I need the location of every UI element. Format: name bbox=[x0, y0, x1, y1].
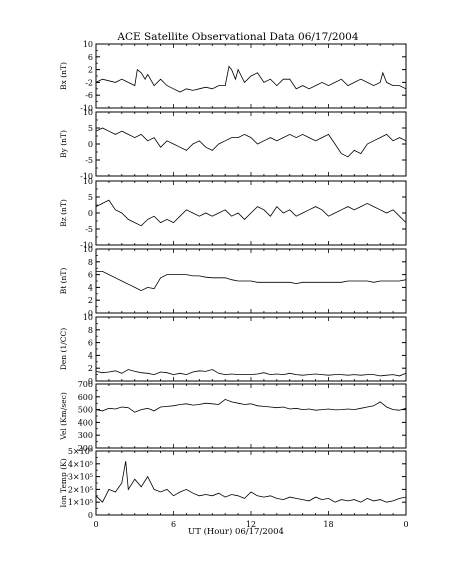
x-tick-label: 18 bbox=[323, 520, 333, 529]
den-frame bbox=[95, 316, 407, 382]
by-frame bbox=[95, 111, 407, 177]
vel-ytick-label: 500 bbox=[78, 406, 93, 415]
vel-ytick-label: 700 bbox=[78, 380, 93, 389]
bz-ytick-label: 0 bbox=[88, 209, 93, 218]
bx-series-line bbox=[95, 65, 407, 93]
bt-ytick-label: 10 bbox=[83, 245, 93, 254]
bz-ytick-label: -10 bbox=[80, 241, 93, 250]
bx-ytick-label: 2 bbox=[88, 66, 93, 75]
bx-ytick-label: -10 bbox=[80, 104, 93, 113]
temp-ytick-label: 2×10⁵ bbox=[68, 485, 93, 494]
bx-ytick-label: -2 bbox=[85, 78, 93, 87]
bt-series-line bbox=[96, 270, 407, 292]
temp-ytick-label: 4×10⁵ bbox=[68, 460, 93, 469]
by-ylabel: By (nT) bbox=[59, 130, 68, 158]
vel-ytick-label: 600 bbox=[78, 393, 93, 402]
den-ylabel: Den (1/CC) bbox=[59, 328, 68, 370]
by-series-line bbox=[95, 127, 407, 158]
panel-bz: 10 5 0 -5 -10 Bz (nT) bbox=[59, 177, 407, 250]
bx-ytick-label: 10 bbox=[83, 40, 93, 49]
x-axis: 0 6 12 18 0 bbox=[93, 520, 408, 529]
panel-temp: 5×10⁵ 4×10⁵ 3×10⁵ 2×10⁵ 1×10⁵ 0 Ion Temp (K) bbox=[59, 447, 407, 520]
panel-vel: 700 600 500 400 300 200 Vel (Km/sec) bbox=[59, 380, 407, 453]
x-tick-label: 0 bbox=[403, 520, 408, 529]
x-tick-label: 0 bbox=[93, 520, 98, 529]
den-ytick-label: 4 bbox=[88, 351, 93, 360]
bt-ytick-label: 6 bbox=[88, 271, 93, 280]
temp-frame bbox=[95, 450, 407, 516]
bz-ylabel: Bz (nT) bbox=[59, 199, 68, 227]
x-tick-label: 12 bbox=[246, 520, 256, 529]
vel-ylabel: Vel (Km/sec) bbox=[59, 392, 68, 441]
bz-ytick-label: 10 bbox=[83, 177, 93, 186]
temp-ytick-label: 0 bbox=[88, 511, 93, 520]
bz-ytick-label: -5 bbox=[85, 225, 93, 234]
by-ytick-label: 5 bbox=[88, 124, 93, 133]
den-ytick-label: 10 bbox=[83, 313, 93, 322]
bx-ytick-label: 6 bbox=[88, 53, 93, 62]
vel-ytick-label: 400 bbox=[78, 418, 93, 427]
by-ytick-label: 10 bbox=[83, 108, 93, 117]
den-ytick-label: 2 bbox=[88, 364, 93, 373]
vel-ytick-label: 200 bbox=[78, 444, 93, 453]
den-ytick-label: 8 bbox=[88, 326, 93, 335]
vel-ytick-label: 300 bbox=[78, 431, 93, 440]
den-ytick-label: 6 bbox=[88, 339, 93, 348]
by-ytick-label: -10 bbox=[80, 172, 93, 181]
by-ytick-label: 0 bbox=[88, 140, 93, 149]
vel-series-line bbox=[95, 398, 407, 413]
chart-title: ACE Satellite Observational Data 06/17/2… bbox=[116, 31, 358, 43]
temp-ytick-label: 1×10⁵ bbox=[68, 498, 93, 507]
bx-ylabel: Bx (nT) bbox=[59, 62, 68, 90]
bx-ytick-label: -6 bbox=[85, 91, 93, 100]
panel-by: 10 5 0 -5 -10 By (nT) bbox=[59, 108, 407, 181]
den-series-line bbox=[95, 369, 407, 377]
panel-bx: 10 6 2 -2 -6 -10 Bx (nT) bbox=[59, 40, 407, 113]
bt-ytick-label: 4 bbox=[88, 283, 93, 292]
temp-ytick-label: 5×10⁵ bbox=[68, 447, 93, 456]
temp-ylabel: Ion Temp (K) bbox=[59, 458, 68, 507]
bt-ytick-label: 8 bbox=[88, 258, 93, 267]
x-axis-label: UT (Hour) 06/17/2004 bbox=[188, 526, 284, 537]
by-ytick-label: -5 bbox=[85, 156, 93, 165]
vel-frame bbox=[95, 383, 407, 449]
panel-bt: 10 8 6 4 2 0 Bt (nT) bbox=[59, 245, 407, 318]
bt-ylabel: Bt (nT) bbox=[59, 268, 68, 295]
bt-ytick-label: 0 bbox=[88, 309, 93, 318]
x-tick-label: 6 bbox=[171, 520, 176, 529]
bt-ytick-label: 2 bbox=[88, 296, 93, 305]
panel-den: 10 8 6 4 2 0 Den (1/CC) bbox=[59, 313, 407, 386]
bz-ytick-label: 5 bbox=[88, 193, 93, 202]
den-ytick-label: 0 bbox=[88, 377, 93, 386]
temp-ytick-label: 3×10⁵ bbox=[68, 473, 93, 482]
chart-panels: 10 6 2 -2 -6 -10 Bx (nT) 10 5 0 -5 -10 By (nT) 10 5 0 -5… bbox=[59, 40, 407, 520]
temp-series-line bbox=[95, 461, 407, 503]
bz-series-line bbox=[95, 199, 407, 227]
